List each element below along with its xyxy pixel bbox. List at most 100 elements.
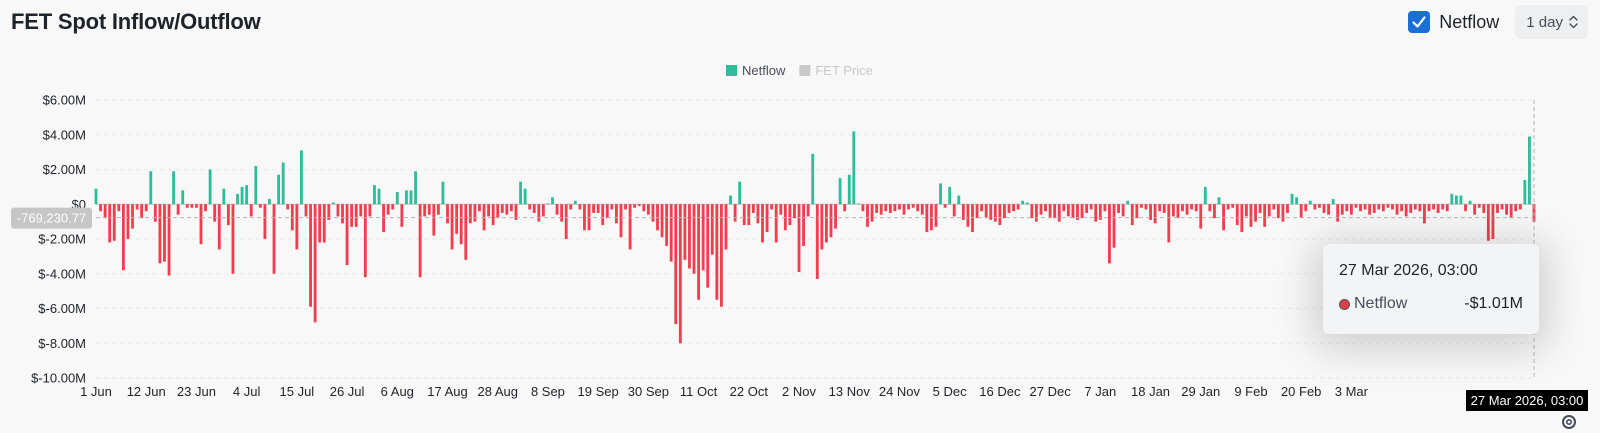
netflow-bar[interactable] xyxy=(907,204,910,210)
netflow-bar[interactable] xyxy=(1103,204,1107,212)
netflow-bar[interactable] xyxy=(1003,204,1006,219)
netflow-bar[interactable] xyxy=(1272,204,1276,210)
netflow-bar[interactable] xyxy=(1254,204,1257,222)
netflow-bar[interactable] xyxy=(1445,204,1449,212)
netflow-bar[interactable] xyxy=(866,204,869,227)
netflow-bar[interactable] xyxy=(660,204,664,238)
netflow-bar[interactable] xyxy=(1034,204,1038,222)
netflow-bar[interactable] xyxy=(505,204,509,215)
netflow-bar[interactable] xyxy=(665,204,669,246)
netflow-bar[interactable] xyxy=(423,204,427,217)
netflow-bar[interactable] xyxy=(373,185,376,205)
netflow-bar[interactable] xyxy=(1322,204,1326,213)
netflow-bar[interactable] xyxy=(1199,204,1203,229)
netflow-bar[interactable] xyxy=(117,204,121,212)
netflow-bar[interactable] xyxy=(815,204,819,279)
netflow-bar[interactable] xyxy=(204,204,207,212)
netflow-bar[interactable] xyxy=(1331,199,1335,205)
netflow-bar[interactable] xyxy=(1240,204,1244,233)
netflow-bar[interactable] xyxy=(1523,179,1527,205)
netflow-bar[interactable] xyxy=(304,204,308,217)
netflow-bar[interactable] xyxy=(651,204,655,222)
netflow-bar[interactable] xyxy=(368,204,372,217)
netflow-bar[interactable] xyxy=(1190,204,1194,210)
netflow-bar[interactable] xyxy=(1368,204,1372,215)
netflow-bar[interactable] xyxy=(386,204,390,215)
netflow-bar[interactable] xyxy=(331,202,335,205)
netflow-bar[interactable] xyxy=(1496,204,1499,213)
netflow-bar[interactable] xyxy=(624,204,627,210)
netflow-bar[interactable] xyxy=(733,204,737,222)
netflow-bar[interactable] xyxy=(478,204,481,212)
netflow-bar[interactable] xyxy=(176,204,180,215)
netflow-bar[interactable] xyxy=(1258,204,1262,213)
netflow-bar[interactable] xyxy=(1185,204,1189,215)
netflow-bar[interactable] xyxy=(1094,204,1098,222)
netflow-bar[interactable] xyxy=(742,204,746,226)
netflow-bar[interactable] xyxy=(190,204,194,208)
netflow-bar[interactable] xyxy=(1477,204,1481,208)
netflow-bar[interactable] xyxy=(1057,204,1061,222)
netflow-bar[interactable] xyxy=(1290,193,1294,205)
netflow-bar[interactable] xyxy=(966,204,970,227)
netflow-bar[interactable] xyxy=(1500,204,1504,210)
netflow-bar[interactable] xyxy=(1436,204,1440,213)
netflow-bar[interactable] xyxy=(720,204,723,307)
netflow-bar[interactable] xyxy=(1139,204,1143,208)
netflow-bar[interactable] xyxy=(131,204,134,229)
legend-label-0[interactable]: Netflow xyxy=(742,63,786,78)
netflow-bar[interactable] xyxy=(646,204,650,215)
netflow-bar[interactable] xyxy=(268,199,271,205)
netflow-bar[interactable] xyxy=(692,204,696,274)
netflow-bar[interactable] xyxy=(163,204,166,262)
netflow-bar[interactable] xyxy=(642,204,646,212)
netflow-bar[interactable] xyxy=(1039,204,1043,215)
netflow-bar[interactable] xyxy=(738,181,742,205)
netflow-bar[interactable] xyxy=(135,204,139,210)
netflow-bar[interactable] xyxy=(213,204,217,222)
netflow-bar[interactable] xyxy=(843,204,847,212)
netflow-bar[interactable] xyxy=(510,204,513,212)
netflow-bar[interactable] xyxy=(674,204,678,325)
netflow-bar[interactable] xyxy=(975,204,979,219)
netflow-bar[interactable] xyxy=(112,204,116,241)
netflow-bar[interactable] xyxy=(263,204,267,239)
netflow-bar[interactable] xyxy=(231,204,235,274)
netflow-bar[interactable] xyxy=(761,204,764,243)
netflow-bar[interactable] xyxy=(601,204,605,226)
netflow-bar[interactable] xyxy=(884,204,888,212)
netflow-bar[interactable] xyxy=(153,204,157,222)
netflow-bar[interactable] xyxy=(902,204,906,215)
netflow-bar[interactable] xyxy=(327,204,331,220)
netflow-bar[interactable] xyxy=(1395,204,1399,215)
netflow-bar[interactable] xyxy=(1327,204,1330,215)
netflow-bar[interactable] xyxy=(1345,204,1349,212)
netflow-bar[interactable] xyxy=(418,204,422,278)
netflow-bar[interactable] xyxy=(939,183,942,205)
netflow-bar[interactable] xyxy=(336,204,340,217)
netflow-bar[interactable] xyxy=(1167,204,1171,243)
netflow-bar[interactable] xyxy=(1071,204,1075,219)
netflow-bar[interactable] xyxy=(313,204,317,323)
netflow-bar[interactable] xyxy=(277,174,281,205)
netflow-bar[interactable] xyxy=(1286,204,1289,213)
netflow-bar[interactable] xyxy=(697,204,701,300)
netflow-bar[interactable] xyxy=(1048,204,1052,219)
netflow-bar[interactable] xyxy=(1012,204,1015,212)
legend-swatch-0[interactable] xyxy=(726,65,737,76)
netflow-bar[interactable] xyxy=(1450,193,1454,205)
netflow-bar[interactable] xyxy=(1363,204,1367,210)
netflow-bar[interactable] xyxy=(400,204,404,227)
netflow-bar[interactable] xyxy=(1089,204,1093,210)
netflow-bar[interactable] xyxy=(1340,204,1344,215)
netflow-bar[interactable] xyxy=(172,171,176,205)
netflow-bar[interactable] xyxy=(820,204,824,250)
netflow-bar[interactable] xyxy=(715,204,719,300)
netflow-bar[interactable] xyxy=(560,204,564,222)
netflow-bar[interactable] xyxy=(144,204,148,212)
netflow-bar[interactable] xyxy=(1409,204,1413,213)
netflow-bar[interactable] xyxy=(628,204,632,250)
netflow-bar[interactable] xyxy=(1153,204,1157,224)
netflow-bar[interactable] xyxy=(322,204,326,243)
netflow-bar[interactable] xyxy=(834,204,837,229)
